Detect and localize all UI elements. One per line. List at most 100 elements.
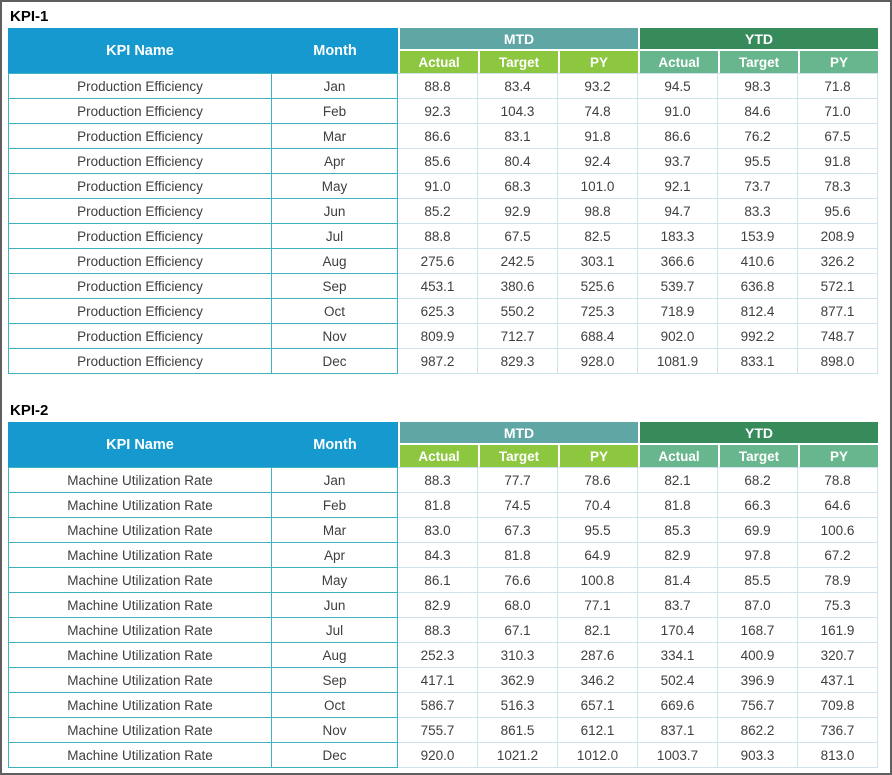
kpi-name-cell: Machine Utilization Rate [8, 668, 272, 693]
mtd-py-cell: 98.8 [558, 199, 639, 224]
mtd-py-cell: 688.4 [558, 324, 639, 349]
ytd-actual-cell: 94.5 [638, 73, 719, 99]
ytd-target-header: Target [718, 443, 799, 467]
mtd-py-cell: 91.8 [558, 124, 639, 149]
kpi-name-cell: Machine Utilization Rate [8, 643, 272, 668]
ytd-target-cell: 168.7 [718, 618, 799, 643]
ytd-target-cell: 76.2 [718, 124, 799, 149]
month-cell: Nov [272, 324, 398, 349]
ytd-py-header: PY [798, 49, 879, 73]
ytd-target-cell: 68.2 [718, 467, 799, 493]
mtd-py-cell: 74.8 [558, 99, 639, 124]
ytd-py-cell: 572.1 [798, 274, 879, 299]
kpi-name-cell: Production Efficiency [8, 124, 272, 149]
mtd-target-cell: 516.3 [478, 693, 558, 718]
table-row: Machine Utilization Rate Feb 81.8 74.5 70.4 8… [8, 493, 879, 518]
ytd-target-cell: 83.3 [718, 199, 799, 224]
mtd-target-cell: 310.3 [478, 643, 558, 668]
table-row: Machine Utilization Rate Nov 755.7 861.5 612… [8, 718, 879, 743]
ytd-actual-cell: 170.4 [638, 618, 719, 643]
month-cell: Mar [272, 124, 398, 149]
mtd-target-cell: 550.2 [478, 299, 558, 324]
ytd-target-cell: 756.7 [718, 693, 799, 718]
mtd-target-cell: 68.0 [478, 593, 558, 618]
sub-header-row: Actual Target PY Actual Target PY [8, 443, 879, 467]
table-row: Production Efficiency Apr 85.6 80.4 92.4 93.7… [8, 149, 879, 174]
mtd-py-cell: 100.8 [558, 568, 639, 593]
mtd-target-cell: 712.7 [478, 324, 558, 349]
mtd-py-cell: 93.2 [558, 73, 639, 99]
ytd-py-cell: 100.6 [798, 518, 879, 543]
month-cell: Jul [272, 618, 398, 643]
month-cell: Sep [272, 668, 398, 693]
month-cell: Jun [272, 199, 398, 224]
ytd-target-cell: 636.8 [718, 274, 799, 299]
mtd-group-header: MTD [398, 28, 639, 49]
mtd-actual-cell: 91.0 [398, 174, 478, 199]
mtd-target-cell: 242.5 [478, 249, 558, 274]
mtd-actual-cell: 987.2 [398, 349, 478, 374]
month-cell: Nov [272, 718, 398, 743]
ytd-actual-cell: 82.1 [638, 467, 719, 493]
mtd-py-cell: 1012.0 [558, 743, 639, 768]
kpi-name-header: KPI Name [8, 28, 272, 73]
month-cell: Oct [272, 299, 398, 324]
ytd-py-cell: 813.0 [798, 743, 879, 768]
ytd-py-cell: 709.8 [798, 693, 879, 718]
kpi-name-cell: Machine Utilization Rate [8, 543, 272, 568]
ytd-py-cell: 71.0 [798, 99, 879, 124]
ytd-actual-cell: 334.1 [638, 643, 719, 668]
ytd-py-cell: 78.9 [798, 568, 879, 593]
kpi-name-cell: Machine Utilization Rate [8, 693, 272, 718]
ytd-target-cell: 73.7 [718, 174, 799, 199]
ytd-py-cell: 748.7 [798, 324, 879, 349]
mtd-actual-cell: 275.6 [398, 249, 478, 274]
kpi-name-cell: Production Efficiency [8, 249, 272, 274]
mtd-py-cell: 64.9 [558, 543, 639, 568]
table-row: Machine Utilization Rate Oct 586.7 516.3 657… [8, 693, 879, 718]
mtd-target-cell: 67.5 [478, 224, 558, 249]
mtd-py-cell: 287.6 [558, 643, 639, 668]
kpi-name-cell: Production Efficiency [8, 299, 272, 324]
kpi-name-cell: Production Efficiency [8, 349, 272, 374]
sub-header-row: Actual Target PY Actual Target PY [8, 49, 879, 73]
month-cell: Apr [272, 543, 398, 568]
table-row: Machine Utilization Rate Aug 252.3 310.3 287… [8, 643, 879, 668]
month-cell: Aug [272, 643, 398, 668]
mtd-actual-cell: 417.1 [398, 668, 478, 693]
mtd-py-cell: 303.1 [558, 249, 639, 274]
mtd-py-cell: 78.6 [558, 467, 639, 493]
mtd-py-cell: 70.4 [558, 493, 639, 518]
table-row: Production Efficiency Sep 453.1 380.6 525.6 5… [8, 274, 879, 299]
ytd-actual-cell: 83.7 [638, 593, 719, 618]
table-row: Production Efficiency May 91.0 68.3 101.0 92.… [8, 174, 879, 199]
ytd-actual-cell: 502.4 [638, 668, 719, 693]
month-cell: Jan [272, 467, 398, 493]
ytd-target-cell: 153.9 [718, 224, 799, 249]
ytd-py-cell: 877.1 [798, 299, 879, 324]
mtd-actual-cell: 252.3 [398, 643, 478, 668]
ytd-py-header: PY [798, 443, 879, 467]
mtd-py-cell: 612.1 [558, 718, 639, 743]
mtd-actual-cell: 85.2 [398, 199, 478, 224]
ytd-actual-cell: 82.9 [638, 543, 719, 568]
kpi-1-section: KPI-1 KPI Name Month MTD YTD Actual Targ… [8, 5, 879, 374]
mtd-target-cell: 77.7 [478, 467, 558, 493]
table-row: Machine Utilization Rate Sep 417.1 362.9 346… [8, 668, 879, 693]
ytd-target-cell: 69.9 [718, 518, 799, 543]
mtd-target-header: Target [478, 443, 558, 467]
ytd-actual-cell: 91.0 [638, 99, 719, 124]
month-cell: Aug [272, 249, 398, 274]
ytd-target-cell: 97.8 [718, 543, 799, 568]
table-row: Production Efficiency Jan 88.8 83.4 93.2 94.5… [8, 73, 879, 99]
kpi-name-cell: Machine Utilization Rate [8, 743, 272, 768]
ytd-target-header: Target [718, 49, 799, 73]
month-cell: Apr [272, 149, 398, 174]
ytd-actual-cell: 86.6 [638, 124, 719, 149]
ytd-target-cell: 400.9 [718, 643, 799, 668]
mtd-target-cell: 829.3 [478, 349, 558, 374]
table-row: Machine Utilization Rate Mar 83.0 67.3 95.5 8… [8, 518, 879, 543]
ytd-py-cell: 64.6 [798, 493, 879, 518]
group-header-row: KPI Name Month MTD YTD [8, 422, 879, 467]
ytd-actual-cell: 92.1 [638, 174, 719, 199]
